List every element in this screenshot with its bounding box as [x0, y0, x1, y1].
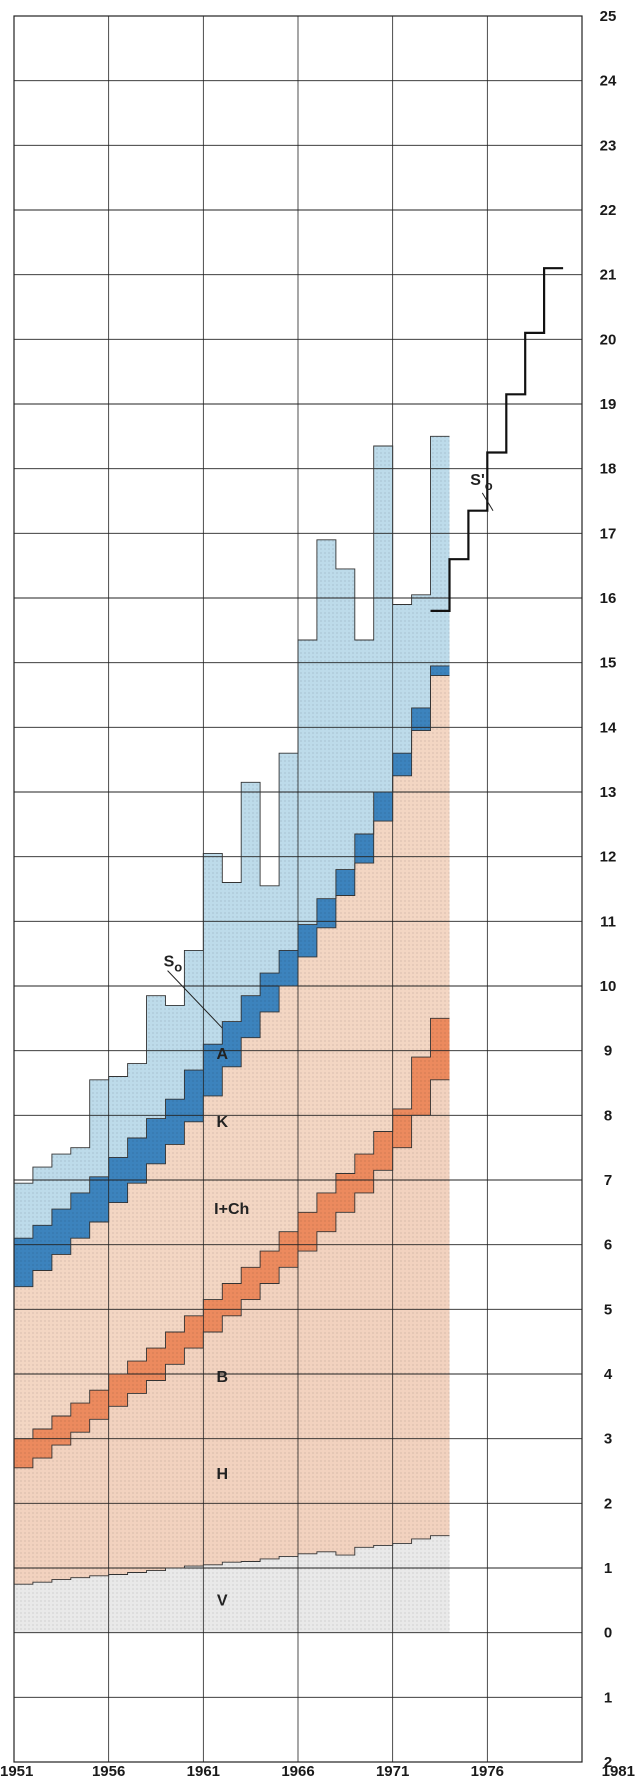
so-prime-label: S'o	[470, 472, 492, 493]
projection-line	[430, 267, 564, 612]
band-texture-3	[14, 675, 450, 1439]
y-tick-label: 18	[600, 461, 617, 478]
step-line-a	[14, 435, 450, 1184]
step-line-k	[14, 665, 450, 1239]
band-label: I+Ch	[214, 1201, 249, 1218]
y-tick-label: 15	[600, 655, 617, 672]
y-axis-tick-labels: 2524232221201918171615141312111098765432…	[600, 8, 617, 1771]
x-tick-label: 1971	[376, 1763, 409, 1779]
so-prime-subscript: o	[485, 478, 493, 493]
y-tick-label: 14	[600, 719, 617, 736]
y-tick-label: 23	[600, 137, 617, 154]
step-line-i-ch	[14, 675, 450, 1288]
annotations: So S'o	[164, 472, 494, 1029]
step-line-h	[14, 1079, 450, 1469]
y-tick-label: 12	[600, 849, 617, 866]
so-subscript: o	[174, 960, 182, 975]
projection-series	[430, 267, 564, 612]
y-tick-label: 13	[600, 784, 617, 801]
y-tick-label: 19	[600, 396, 617, 413]
band-label: H	[216, 1466, 228, 1483]
y-tick-label: 3	[604, 1431, 612, 1448]
y-tick-label: 16	[600, 590, 617, 607]
band-texture-5	[14, 436, 450, 1239]
y-tick-label: 9	[604, 1043, 612, 1060]
y-tick-label: 2	[604, 1754, 612, 1771]
y-tick-label: 21	[600, 267, 617, 284]
band-texture-0	[14, 1535, 450, 1633]
band-labels: V H B I+Ch K A	[214, 1046, 249, 1609]
band-label: B	[216, 1369, 228, 1386]
plot-frame	[13, 15, 583, 1763]
y-tick-label: 2	[604, 1495, 612, 1512]
y-tick-label: 1	[604, 1689, 612, 1706]
y-tick-label: 22	[600, 202, 617, 219]
so-label: So	[164, 954, 183, 975]
y-tick-label: 6	[604, 1237, 612, 1254]
y-tick-label: 4	[604, 1366, 613, 1383]
x-tick-label: 1976	[471, 1763, 504, 1779]
y-tick-label: 8	[604, 1107, 612, 1124]
y-tick-label: 1	[604, 1560, 612, 1577]
band-texture-4	[14, 665, 450, 1287]
band-label: V	[217, 1592, 228, 1609]
y-tick-label: 11	[600, 913, 616, 930]
band-texture-1	[14, 1079, 450, 1585]
band-label: A	[216, 1046, 228, 1063]
y-tick-label: 24	[600, 73, 617, 90]
y-tick-label: 5	[604, 1301, 612, 1318]
x-tick-label: 1961	[187, 1763, 220, 1779]
y-tick-label: 0	[604, 1625, 612, 1642]
x-tick-label: 1956	[92, 1763, 125, 1779]
y-tick-label: 7	[604, 1172, 612, 1189]
step-line-b	[14, 1017, 450, 1440]
so-prime-leader-line	[481, 492, 494, 511]
y-tick-label: 25	[600, 8, 617, 25]
band-texture-2	[14, 1018, 450, 1468]
y-tick-label: 20	[600, 331, 617, 348]
y-tick-label: 10	[600, 978, 617, 995]
data-bands	[14, 436, 450, 1633]
so-leader-line	[167, 970, 223, 1029]
x-tick-label: 1981	[602, 1763, 635, 1779]
x-axis-tick-labels: 1951 1956 1961 1966 1971 1976 1981	[0, 1763, 635, 1779]
band-label: K	[216, 1114, 228, 1131]
step-line-v	[14, 1535, 450, 1585]
y-tick-label: 17	[600, 525, 617, 542]
series-step-lines	[14, 435, 450, 1585]
x-tick-label: 1966	[281, 1763, 314, 1779]
x-tick-label: 1951	[0, 1763, 33, 1779]
